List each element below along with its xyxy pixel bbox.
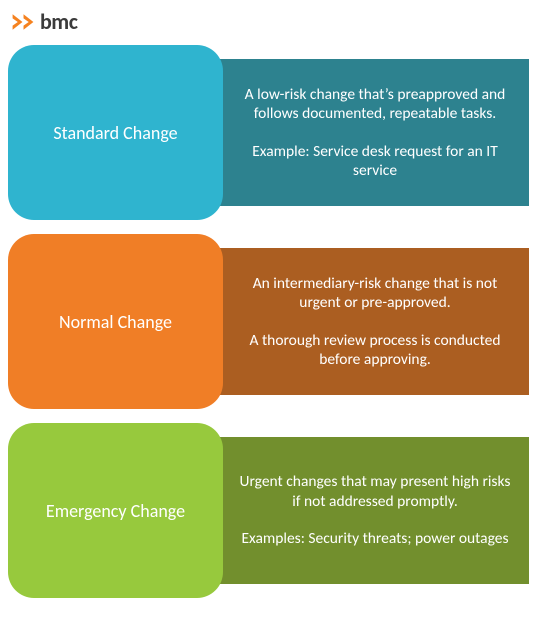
label-normal: Normal Change	[8, 234, 223, 409]
brand-logo: bmc	[8, 8, 529, 35]
desc-normal: An intermediary-risk change that is not …	[213, 248, 529, 395]
label-emergency: Emergency Change	[8, 423, 223, 598]
label-standard: Standard Change	[8, 45, 223, 220]
change-types-diagram: Standard Change A low-risk change that’s…	[8, 45, 529, 598]
desc-emergency: Urgent changes that may present high ris…	[213, 437, 529, 584]
bmc-logo-icon	[10, 9, 36, 35]
label-standard-text: Standard Change	[53, 122, 177, 144]
label-normal-text: Normal Change	[59, 311, 172, 333]
desc-standard-line2: Example: Service desk request for an IT …	[235, 142, 515, 181]
desc-normal-line1: An intermediary-risk change that is not …	[235, 274, 515, 313]
row-normal: Normal Change An intermediary-risk chang…	[8, 234, 529, 409]
desc-standard-line1: A low-risk change that’s preapproved and…	[235, 85, 515, 124]
desc-normal-line2: A thorough review process is conducted b…	[235, 331, 515, 370]
row-emergency: Emergency Change Urgent changes that may…	[8, 423, 529, 598]
desc-standard: A low-risk change that’s preapproved and…	[213, 59, 529, 206]
brand-name: bmc	[40, 8, 77, 35]
desc-emergency-line1: Urgent changes that may present high ris…	[235, 472, 515, 511]
label-emergency-text: Emergency Change	[46, 500, 185, 522]
row-standard: Standard Change A low-risk change that’s…	[8, 45, 529, 220]
desc-emergency-line2: Examples: Security threats; power outage…	[241, 529, 508, 548]
